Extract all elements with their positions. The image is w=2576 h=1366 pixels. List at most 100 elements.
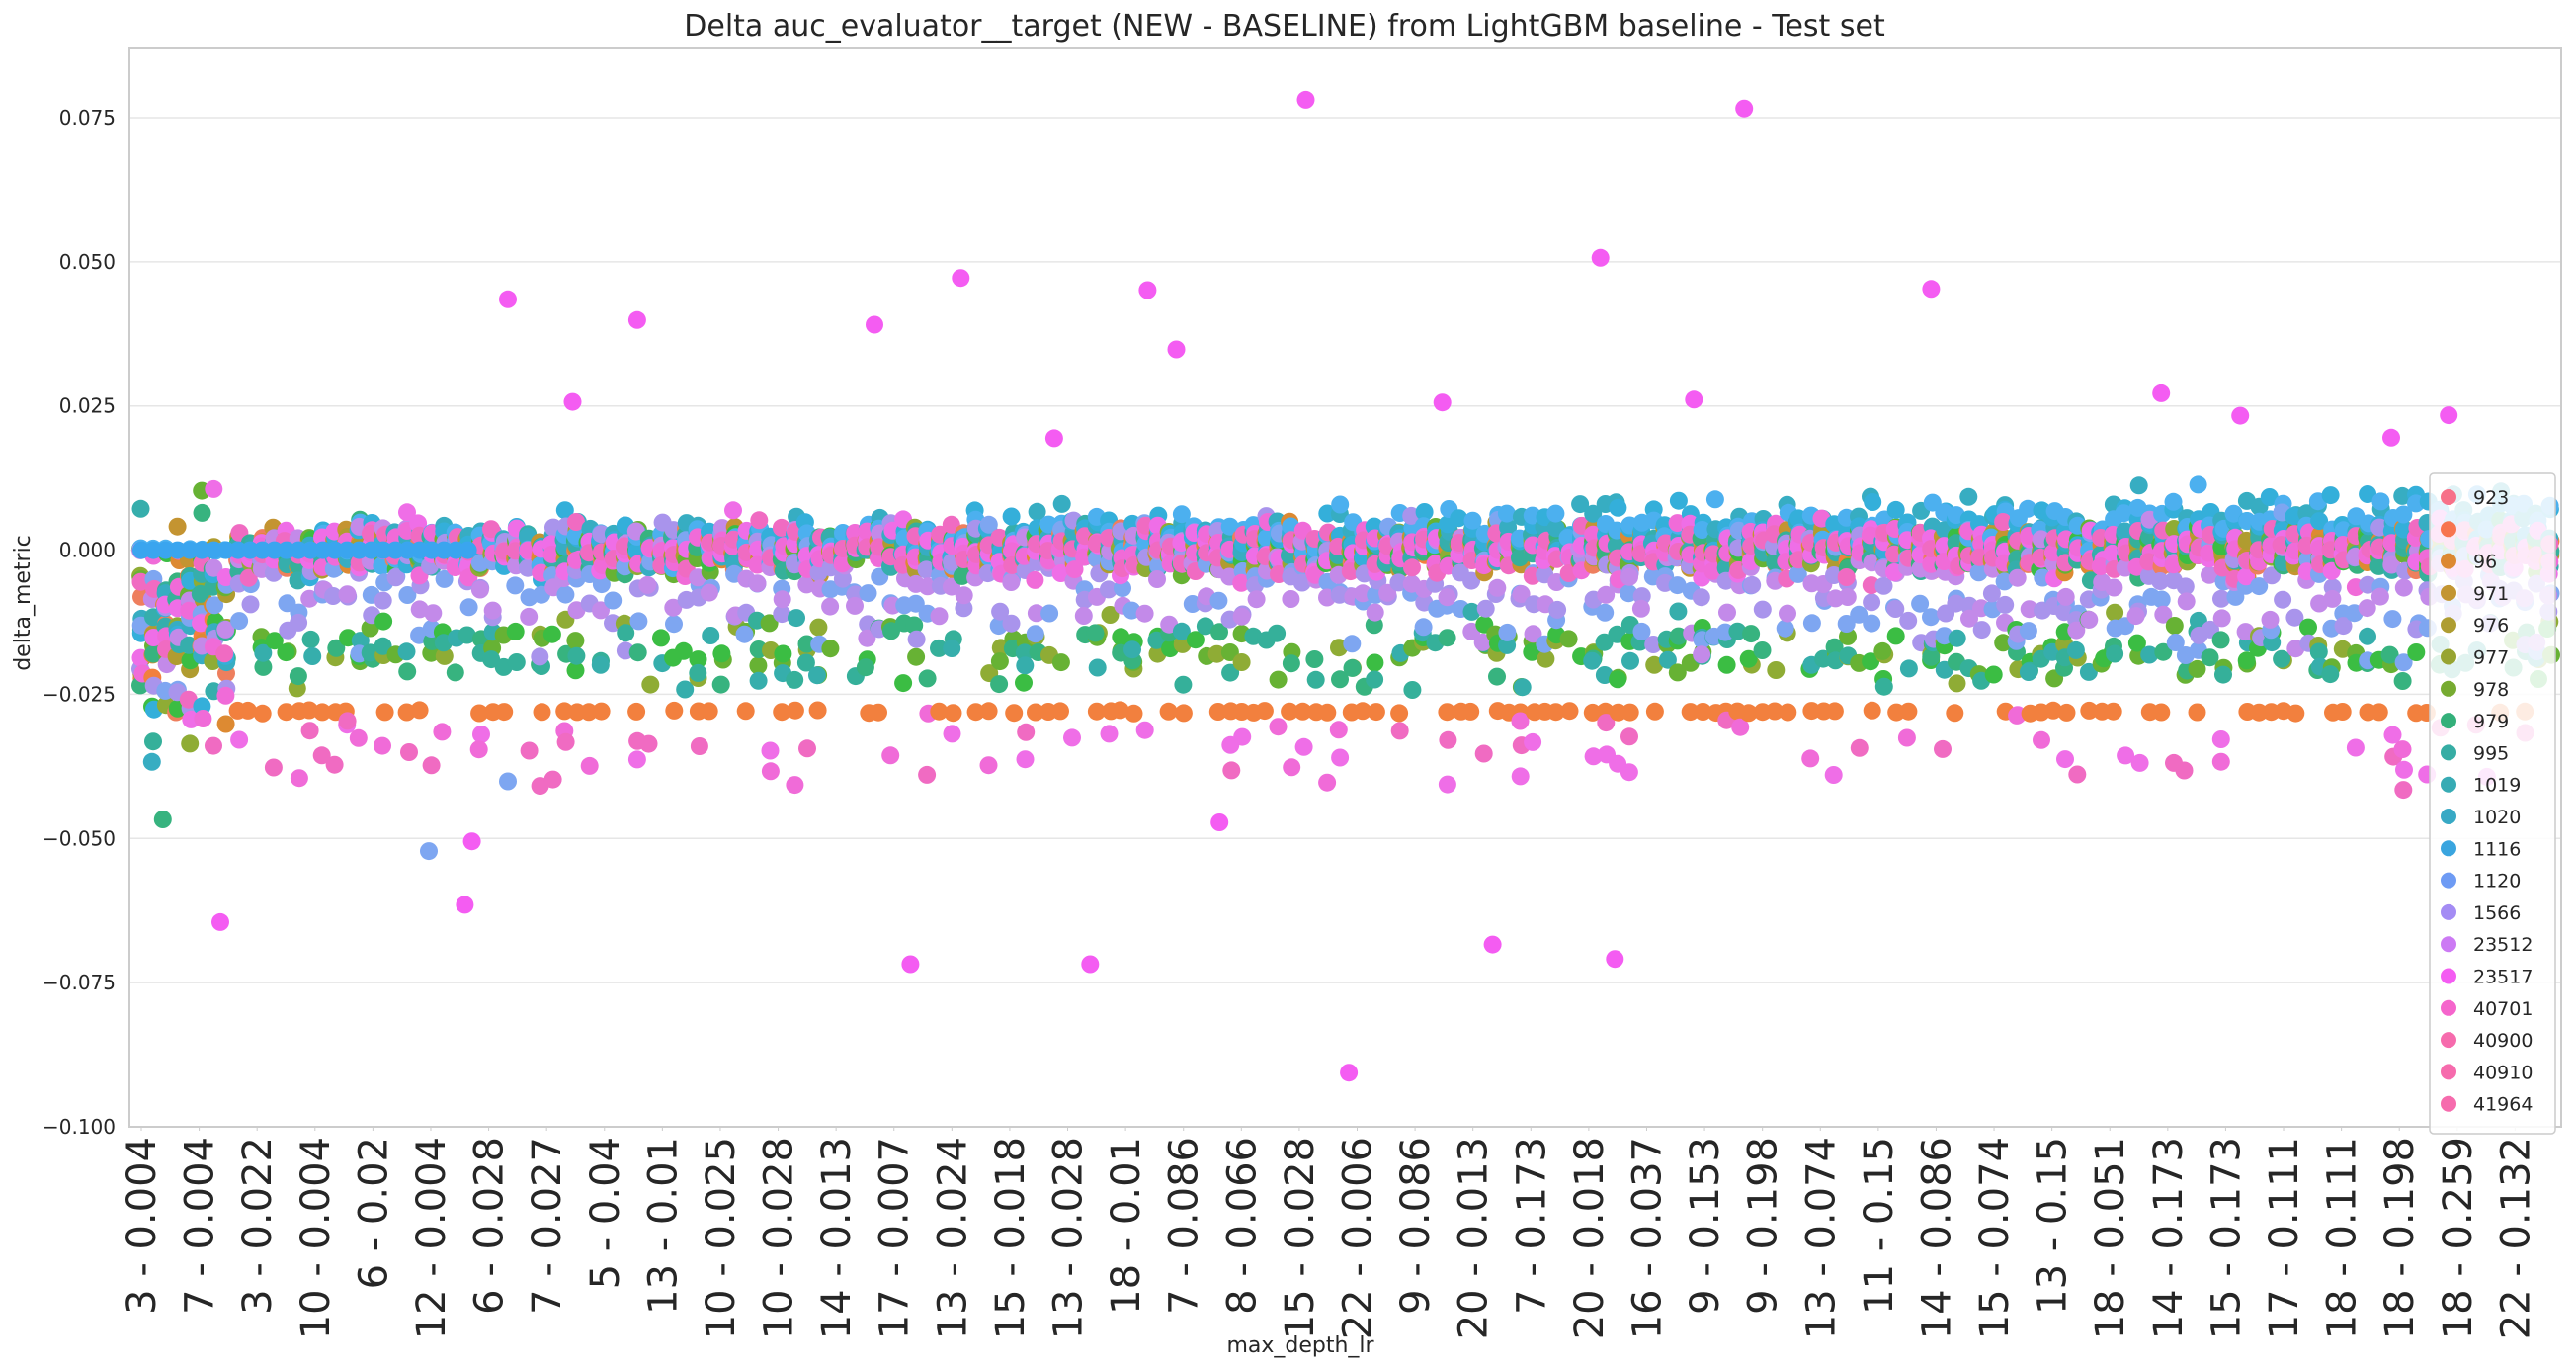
data-point xyxy=(398,662,417,681)
data-point xyxy=(253,704,272,723)
data-point xyxy=(1850,738,1869,757)
data-point xyxy=(457,626,476,644)
data-point xyxy=(724,501,742,520)
data-point xyxy=(1850,605,1869,624)
data-point xyxy=(194,710,212,727)
data-point xyxy=(2321,486,2340,505)
data-point xyxy=(2105,578,2123,597)
data-point xyxy=(312,746,331,765)
data-point xyxy=(1318,773,1337,792)
data-point xyxy=(1438,588,1456,607)
legend-marker xyxy=(2441,680,2456,697)
data-point xyxy=(567,513,585,531)
data-point xyxy=(930,639,948,657)
data-point xyxy=(882,622,900,640)
data-point xyxy=(1596,603,1615,622)
data-point xyxy=(979,702,998,721)
data-point xyxy=(193,541,211,559)
data-point xyxy=(665,615,683,634)
data-point xyxy=(1669,602,1688,621)
data-point xyxy=(1026,570,1044,589)
y-tick-label: −0.050 xyxy=(42,826,116,850)
plot-border xyxy=(128,47,2562,1128)
legend-marker xyxy=(2441,872,2456,889)
y-tick-label: −0.025 xyxy=(42,682,116,706)
data-point xyxy=(351,632,370,650)
data-point xyxy=(1483,935,1502,954)
data-point xyxy=(1488,578,1507,597)
data-point xyxy=(1196,617,1214,636)
data-point xyxy=(2369,703,2388,722)
data-point xyxy=(1318,703,1337,722)
legend-label: 1020 xyxy=(2473,807,2521,828)
data-point xyxy=(1172,505,1191,524)
data-point xyxy=(2383,726,2402,744)
data-point xyxy=(1232,573,1251,592)
x-tick-label: 7 - 0.004 xyxy=(178,1137,223,1315)
data-point xyxy=(1209,591,1228,610)
data-point xyxy=(131,499,150,518)
data-point xyxy=(1512,585,1531,603)
data-point xyxy=(628,643,647,662)
data-point xyxy=(2019,622,2037,640)
data-point xyxy=(617,624,635,642)
data-point xyxy=(2154,642,2173,661)
data-point xyxy=(1874,677,1893,696)
data-point xyxy=(1668,576,1687,595)
legend: 923 96 971 976 977 978 979 995 1019 1020 1116 1120 1… xyxy=(2429,472,2556,1135)
data-point xyxy=(664,598,683,617)
data-point xyxy=(846,596,864,615)
data-point xyxy=(1862,576,1880,595)
data-point xyxy=(2440,406,2458,425)
data-point xyxy=(1088,658,1107,677)
data-point xyxy=(1620,703,1639,722)
data-point xyxy=(1911,594,1930,613)
data-point xyxy=(2126,607,2145,626)
x-tick-label: 7 - 0.027 xyxy=(525,1137,570,1315)
data-point xyxy=(930,702,949,721)
legend-marker xyxy=(2441,1095,2456,1112)
data-point xyxy=(338,585,357,604)
data-point xyxy=(2394,578,2413,597)
data-point xyxy=(2166,634,2185,651)
data-point xyxy=(300,701,318,720)
data-point xyxy=(2080,610,2099,629)
data-point xyxy=(592,702,611,721)
y-tick-label: 0.050 xyxy=(59,250,116,274)
data-point xyxy=(374,591,392,610)
data-point xyxy=(2224,504,2243,523)
data-point xyxy=(808,701,827,720)
x-tick-label: 15 - 0.018 xyxy=(988,1137,1034,1339)
data-point xyxy=(239,568,258,587)
data-point xyxy=(1390,704,1409,723)
x-tick-label: 7 - 0.086 xyxy=(1162,1137,1207,1315)
data-point xyxy=(1584,504,1603,523)
data-point xyxy=(1959,487,1978,506)
data-point xyxy=(991,602,1010,621)
data-point xyxy=(1864,493,1882,511)
data-point xyxy=(1293,702,1312,721)
data-point xyxy=(1620,727,1638,746)
data-point xyxy=(2299,618,2317,637)
legend-label: 40900 xyxy=(2473,1030,2533,1052)
legend-label: 1566 xyxy=(2473,902,2521,924)
data-point xyxy=(735,625,754,643)
data-point xyxy=(1331,495,1350,514)
data-point xyxy=(711,675,730,694)
data-point xyxy=(1767,661,1786,679)
legend-marker xyxy=(2441,713,2456,729)
data-point xyxy=(796,653,815,672)
data-point xyxy=(1343,658,1362,677)
x-tick-label: 10 - 0.004 xyxy=(293,1137,339,1339)
data-point xyxy=(1476,599,1495,618)
data-point xyxy=(773,605,791,624)
data-point xyxy=(1296,90,1315,109)
data-point xyxy=(2067,621,2086,640)
data-point xyxy=(144,732,162,751)
data-point xyxy=(277,703,295,722)
data-point xyxy=(665,701,684,720)
legend-label: 41964 xyxy=(2473,1094,2533,1116)
data-point xyxy=(905,616,924,635)
y-tick-label: 0.025 xyxy=(59,394,116,418)
data-point xyxy=(1838,588,1857,606)
